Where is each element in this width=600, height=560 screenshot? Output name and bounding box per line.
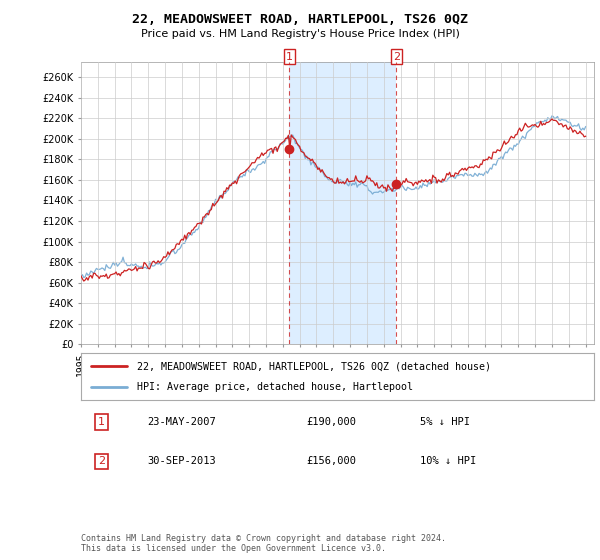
Text: £156,000: £156,000 <box>307 456 357 466</box>
Text: 10% ↓ HPI: 10% ↓ HPI <box>419 456 476 466</box>
Text: Contains HM Land Registry data © Crown copyright and database right 2024.
This d: Contains HM Land Registry data © Crown c… <box>81 534 446 553</box>
Text: 1: 1 <box>98 417 105 427</box>
Text: HPI: Average price, detached house, Hartlepool: HPI: Average price, detached house, Hart… <box>137 382 413 392</box>
Text: 30-SEP-2013: 30-SEP-2013 <box>148 456 217 466</box>
Text: 2: 2 <box>98 456 105 466</box>
Text: 5% ↓ HPI: 5% ↓ HPI <box>419 417 470 427</box>
Text: 22, MEADOWSWEET ROAD, HARTLEPOOL, TS26 0QZ (detached house): 22, MEADOWSWEET ROAD, HARTLEPOOL, TS26 0… <box>137 361 491 371</box>
Bar <box>289 62 397 344</box>
Text: 2: 2 <box>393 52 400 62</box>
Text: 23-MAY-2007: 23-MAY-2007 <box>148 417 217 427</box>
Text: 22, MEADOWSWEET ROAD, HARTLEPOOL, TS26 0QZ: 22, MEADOWSWEET ROAD, HARTLEPOOL, TS26 0… <box>132 13 468 26</box>
Text: 1: 1 <box>286 52 293 62</box>
Text: Price paid vs. HM Land Registry's House Price Index (HPI): Price paid vs. HM Land Registry's House … <box>140 29 460 39</box>
Text: £190,000: £190,000 <box>307 417 357 427</box>
